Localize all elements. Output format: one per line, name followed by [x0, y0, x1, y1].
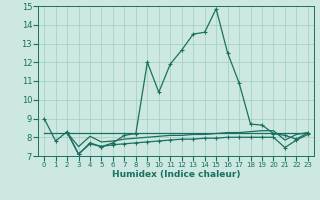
X-axis label: Humidex (Indice chaleur): Humidex (Indice chaleur): [112, 170, 240, 179]
